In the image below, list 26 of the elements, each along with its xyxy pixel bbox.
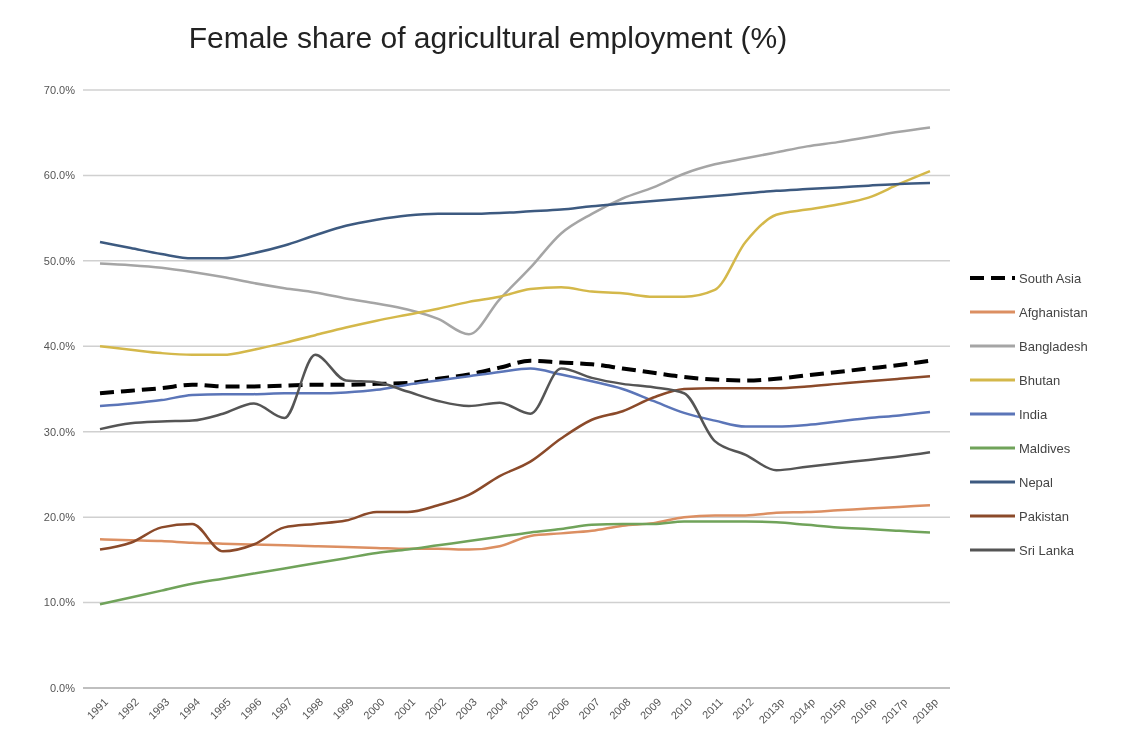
legend-label: Maldives	[1019, 440, 1071, 456]
y-tick-label: 40.0%	[43, 340, 76, 353]
y-tick-label: 50.0%	[43, 254, 76, 267]
line-series	[98, 169, 932, 357]
y-tick-label: 10.0%	[43, 596, 76, 609]
legend-label: Afghanistan	[1019, 304, 1088, 320]
y-tick-label: 20.0%	[43, 510, 76, 523]
y-tick-label: 70.0%	[43, 83, 76, 96]
legend-label: India	[1019, 406, 1048, 422]
legend-label: Pakistan	[1019, 508, 1069, 524]
legend-label: Bhutan	[1019, 372, 1061, 388]
line-series	[98, 126, 932, 336]
legend-label: South Asia	[1019, 270, 1082, 286]
legend-label: Sri Lanka	[1019, 542, 1075, 558]
line-series	[98, 374, 932, 553]
y-tick-label: 0.0%	[49, 681, 76, 694]
legend-label: Bangladesh	[1019, 338, 1088, 354]
line-series	[98, 181, 932, 260]
y-tick-label: 30.0%	[43, 425, 76, 438]
line-series	[98, 520, 932, 606]
y-tick-label: 60.0%	[43, 169, 76, 182]
line-series	[98, 367, 932, 428]
legend-label: Nepal	[1019, 474, 1054, 490]
line-series	[98, 503, 932, 551]
chart-title: Female share of agricultural employment (%)	[188, 21, 788, 54]
line-series	[98, 353, 932, 472]
